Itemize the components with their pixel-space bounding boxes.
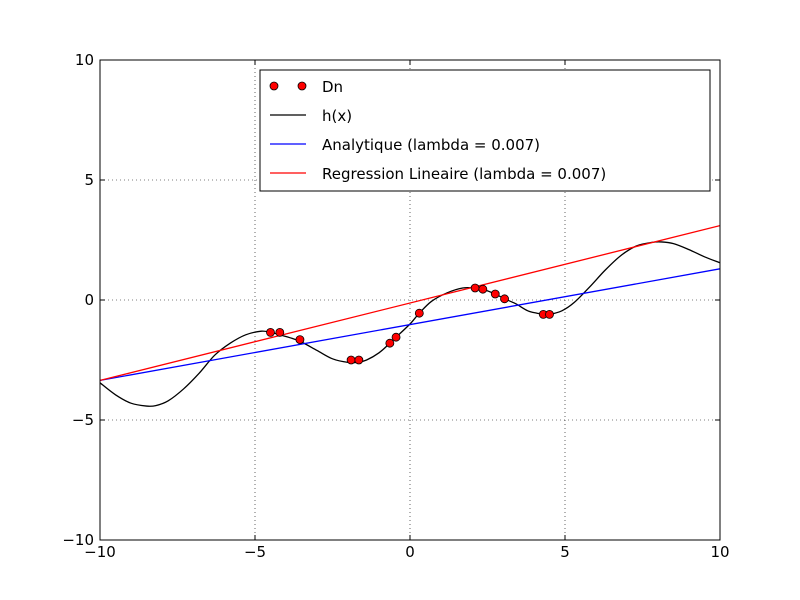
series-layer <box>100 224 720 407</box>
axis-ticks: −10 −5 0 5 10 −10 −5 0 5 10 <box>62 51 729 561</box>
data-point-dn <box>266 327 275 337</box>
legend-label-dn: Dn <box>322 78 343 96</box>
data-point-dn <box>354 355 364 365</box>
legend-label-h: h(x) <box>322 107 352 125</box>
series-line-h-x <box>100 241 720 407</box>
y-tick-label: 0 <box>84 291 94 309</box>
data-point-dn <box>490 289 500 299</box>
x-tick-label: 0 <box>405 543 415 561</box>
series-line-analytique-lambda-0-007 <box>100 268 720 382</box>
data-point-dn <box>295 335 305 345</box>
data-point-dn <box>385 338 395 348</box>
legend-label-analytique: Analytique (lambda = 0.007) <box>322 136 540 154</box>
x-tick-label: −5 <box>244 543 266 561</box>
x-tick-label: 5 <box>560 543 570 561</box>
data-point-dn <box>414 308 424 318</box>
data-point-dn <box>391 332 401 342</box>
y-tick-label: 5 <box>84 171 94 189</box>
data-point-dn <box>275 327 285 337</box>
y-tick-label: 10 <box>75 51 94 69</box>
series-line-regression-lineaire-lambda-0-007 <box>100 224 720 382</box>
legend: Dn h(x) Analytique (lambda = 0.007) Regr… <box>259 69 711 192</box>
legend-dn-marker-right <box>297 81 307 91</box>
data-point-dn <box>500 294 509 304</box>
data-point-dn <box>545 309 554 319</box>
legend-frame <box>259 69 711 192</box>
data-point-dn <box>478 284 488 294</box>
legend-dn-marker-left <box>269 81 279 91</box>
y-tick-label: −5 <box>72 411 94 429</box>
x-tick-label: 10 <box>710 543 729 561</box>
data-point-dn <box>470 283 480 293</box>
x-tick-label: −10 <box>84 543 116 561</box>
y-tick-label: −10 <box>62 531 94 549</box>
legend-label-regression: Regression Lineaire (lambda = 0.007) <box>322 165 606 183</box>
data-point-dn <box>346 355 356 365</box>
